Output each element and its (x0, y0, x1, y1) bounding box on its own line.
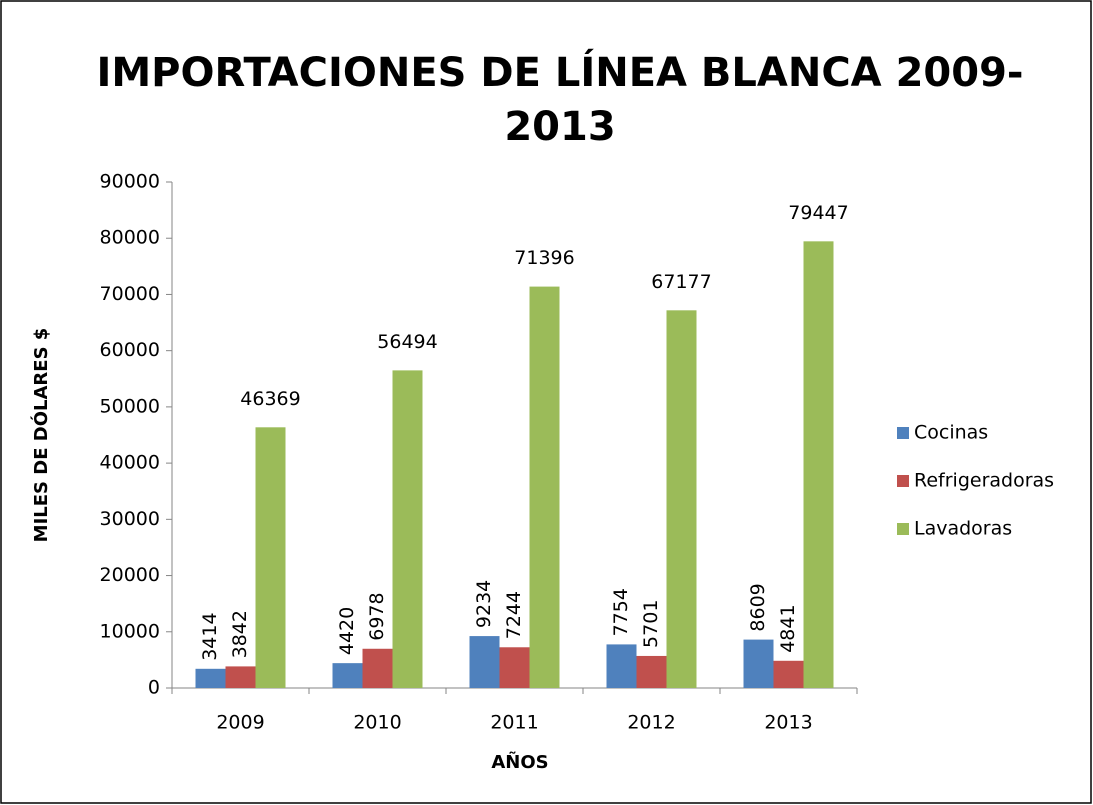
y-tick-label: 80000 (100, 227, 160, 249)
data-label: 9234 (473, 580, 495, 628)
bar (743, 639, 774, 688)
legend-swatch (897, 523, 909, 535)
y-tick-label: 90000 (100, 171, 160, 193)
bar (195, 668, 226, 688)
legend-label: Cocinas (914, 422, 988, 444)
y-tick-label: 0 (148, 677, 160, 699)
data-label: 67177 (651, 271, 711, 293)
y-tick-label: 70000 (100, 283, 160, 305)
bar (255, 427, 286, 688)
legend-swatch (897, 427, 909, 439)
y-tick-label: 10000 (100, 620, 160, 642)
data-label: 3414 (199, 612, 221, 660)
data-label: 56494 (377, 331, 437, 353)
data-label: 4841 (777, 604, 799, 652)
y-tick-label: 20000 (100, 564, 160, 586)
bar (529, 286, 560, 688)
bar (225, 666, 256, 688)
data-label: 4420 (336, 607, 358, 655)
x-tick-label: 2010 (353, 712, 401, 734)
x-axis-label: AÑOS (491, 750, 548, 773)
data-label: 79447 (788, 202, 848, 224)
data-label: 46369 (240, 388, 300, 410)
bar (803, 241, 834, 689)
y-axis-label: MILES DE DÓLARES $ (30, 328, 52, 543)
data-label: 7244 (503, 591, 525, 639)
bar (499, 647, 530, 688)
y-tick-label: 30000 (100, 508, 160, 530)
bar (362, 648, 393, 688)
data-label: 71396 (514, 247, 574, 269)
data-label: 5701 (640, 600, 662, 648)
bar (392, 370, 423, 688)
bar (636, 655, 667, 688)
data-label: 6978 (366, 592, 388, 640)
bar (606, 644, 637, 688)
legend-label: Refrigeradoras (914, 470, 1054, 492)
y-tick-label: 60000 (100, 339, 160, 361)
x-tick-label: 2009 (216, 712, 264, 734)
bar (666, 310, 697, 688)
legend-label: Lavadoras (914, 518, 1012, 540)
y-tick-label: 40000 (100, 452, 160, 474)
legend-swatch (897, 475, 909, 487)
data-label: 3842 (229, 610, 251, 658)
bar (469, 636, 500, 688)
x-tick-label: 2011 (490, 712, 538, 734)
y-tick-label: 50000 (100, 395, 160, 417)
chart-title: IMPORTACIONES DE LÍNEA BLANCA 2009-2013 (96, 48, 1023, 150)
bar (773, 660, 804, 688)
bar (332, 663, 363, 688)
x-tick-label: 2013 (764, 712, 812, 734)
data-label: 8609 (747, 583, 769, 631)
x-tick-label: 2012 (627, 712, 675, 734)
data-label: 7754 (610, 588, 632, 636)
